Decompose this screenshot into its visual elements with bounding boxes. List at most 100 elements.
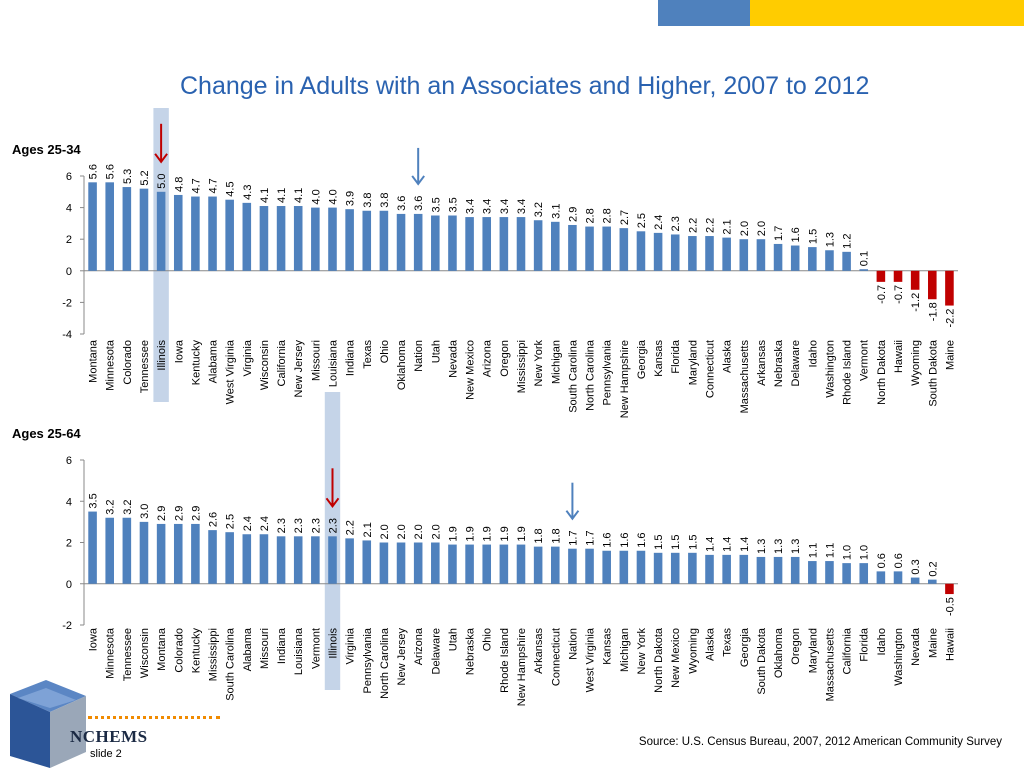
bar <box>431 542 440 584</box>
category-label: Nation <box>413 340 425 372</box>
data-label: -1.2 <box>910 293 922 312</box>
category-label: Georgia <box>636 339 648 379</box>
header-band-blue <box>658 0 750 26</box>
bar <box>276 536 286 584</box>
bar <box>568 224 577 271</box>
data-label: 1.3 <box>756 539 768 554</box>
data-label: 1.5 <box>687 535 699 550</box>
category-label: Arkansas <box>533 628 545 674</box>
bar <box>122 187 132 271</box>
bar <box>928 579 937 584</box>
category-label: Missouri <box>259 628 271 669</box>
bar <box>893 270 903 282</box>
bar <box>910 270 920 290</box>
bar <box>550 546 560 584</box>
category-label: Nebraska <box>465 627 477 675</box>
red-arrow-icon-head <box>325 497 340 508</box>
data-label: 1.7 <box>773 226 785 241</box>
bar <box>705 554 714 584</box>
category-label: Massachusetts <box>739 340 751 414</box>
category-label: Nevada <box>910 627 922 666</box>
category-label: Maryland <box>807 628 819 673</box>
bar <box>259 534 269 584</box>
data-label: 1.3 <box>790 539 802 554</box>
data-label: 1.4 <box>705 537 717 552</box>
data-label: 5.6 <box>88 164 100 179</box>
data-label: 1.6 <box>636 532 648 547</box>
bar <box>688 552 697 584</box>
category-label: Florida <box>670 339 682 374</box>
data-label: 3.4 <box>499 199 511 214</box>
data-label: 1.4 <box>722 537 734 552</box>
bar <box>413 213 423 271</box>
data-label: 3.4 <box>465 199 477 214</box>
bar <box>173 194 183 271</box>
data-label: 1.6 <box>790 227 802 242</box>
y-tick-label: 0 <box>66 266 72 278</box>
category-label: Illinois <box>327 628 339 659</box>
data-label: 4.5 <box>225 181 237 196</box>
category-label: Virginia <box>345 627 357 664</box>
category-label: New Hampshire <box>619 340 631 418</box>
category-label: Kentucky <box>190 628 202 674</box>
data-label: -0.7 <box>876 285 888 304</box>
category-label: Kansas <box>602 628 614 665</box>
blue-arrow-icon-head <box>565 510 580 521</box>
category-label: Kansas <box>653 340 665 377</box>
data-label: 2.4 <box>242 516 254 531</box>
bar <box>550 221 560 271</box>
data-label: 4.0 <box>327 189 339 204</box>
bar <box>191 523 200 584</box>
bar <box>945 270 954 306</box>
data-label: 3.5 <box>88 493 100 508</box>
data-label: 1.1 <box>824 543 836 558</box>
data-label: 1.4 <box>739 537 751 552</box>
data-label: 0.1 <box>859 251 871 266</box>
category-label: Washington <box>824 340 836 398</box>
category-label: Idaho <box>876 628 888 656</box>
data-label: 2.8 <box>602 208 614 223</box>
category-label: Louisiana <box>327 339 339 387</box>
bar <box>191 196 200 271</box>
category-label: Wisconsin <box>259 340 271 390</box>
category-label: Florida <box>859 627 871 662</box>
data-label: 2.3 <box>310 518 322 533</box>
data-label: 5.2 <box>139 170 151 185</box>
bar <box>225 532 234 584</box>
y-tick-label: -2 <box>62 620 72 632</box>
data-label: 2.3 <box>327 518 339 533</box>
category-label: New Jersey <box>396 628 408 686</box>
category-label: Colorado <box>173 628 185 673</box>
bar <box>293 206 303 271</box>
bar <box>516 544 526 584</box>
bar <box>105 182 114 271</box>
bar <box>328 207 337 271</box>
category-label: Indiana <box>345 339 357 376</box>
data-label: 3.6 <box>396 196 408 211</box>
category-label: Kentucky <box>190 340 202 386</box>
category-label: New Mexico <box>670 628 682 688</box>
bar <box>379 542 389 584</box>
bar <box>722 237 731 271</box>
bar <box>808 247 817 271</box>
category-label: Texas <box>722 628 734 657</box>
data-label: 2.8 <box>585 208 597 223</box>
data-label: 1.1 <box>807 543 819 558</box>
data-label: 1.0 <box>859 545 871 560</box>
data-label: 0.2 <box>927 561 939 576</box>
category-label: Arizona <box>413 627 425 665</box>
bar <box>465 544 474 584</box>
data-label: 2.3 <box>293 518 305 533</box>
bar <box>379 210 389 271</box>
bar <box>396 542 406 584</box>
bar <box>928 270 937 300</box>
data-label: 3.8 <box>379 192 391 207</box>
logo-text: NCHEMS <box>70 727 148 746</box>
data-label: 1.5 <box>670 535 682 550</box>
data-label: 5.3 <box>122 169 134 184</box>
data-label: 4.7 <box>208 178 220 193</box>
data-label: 2.3 <box>670 216 682 231</box>
bar <box>773 243 783 271</box>
bar <box>653 552 663 584</box>
data-label: 2.0 <box>739 221 751 236</box>
